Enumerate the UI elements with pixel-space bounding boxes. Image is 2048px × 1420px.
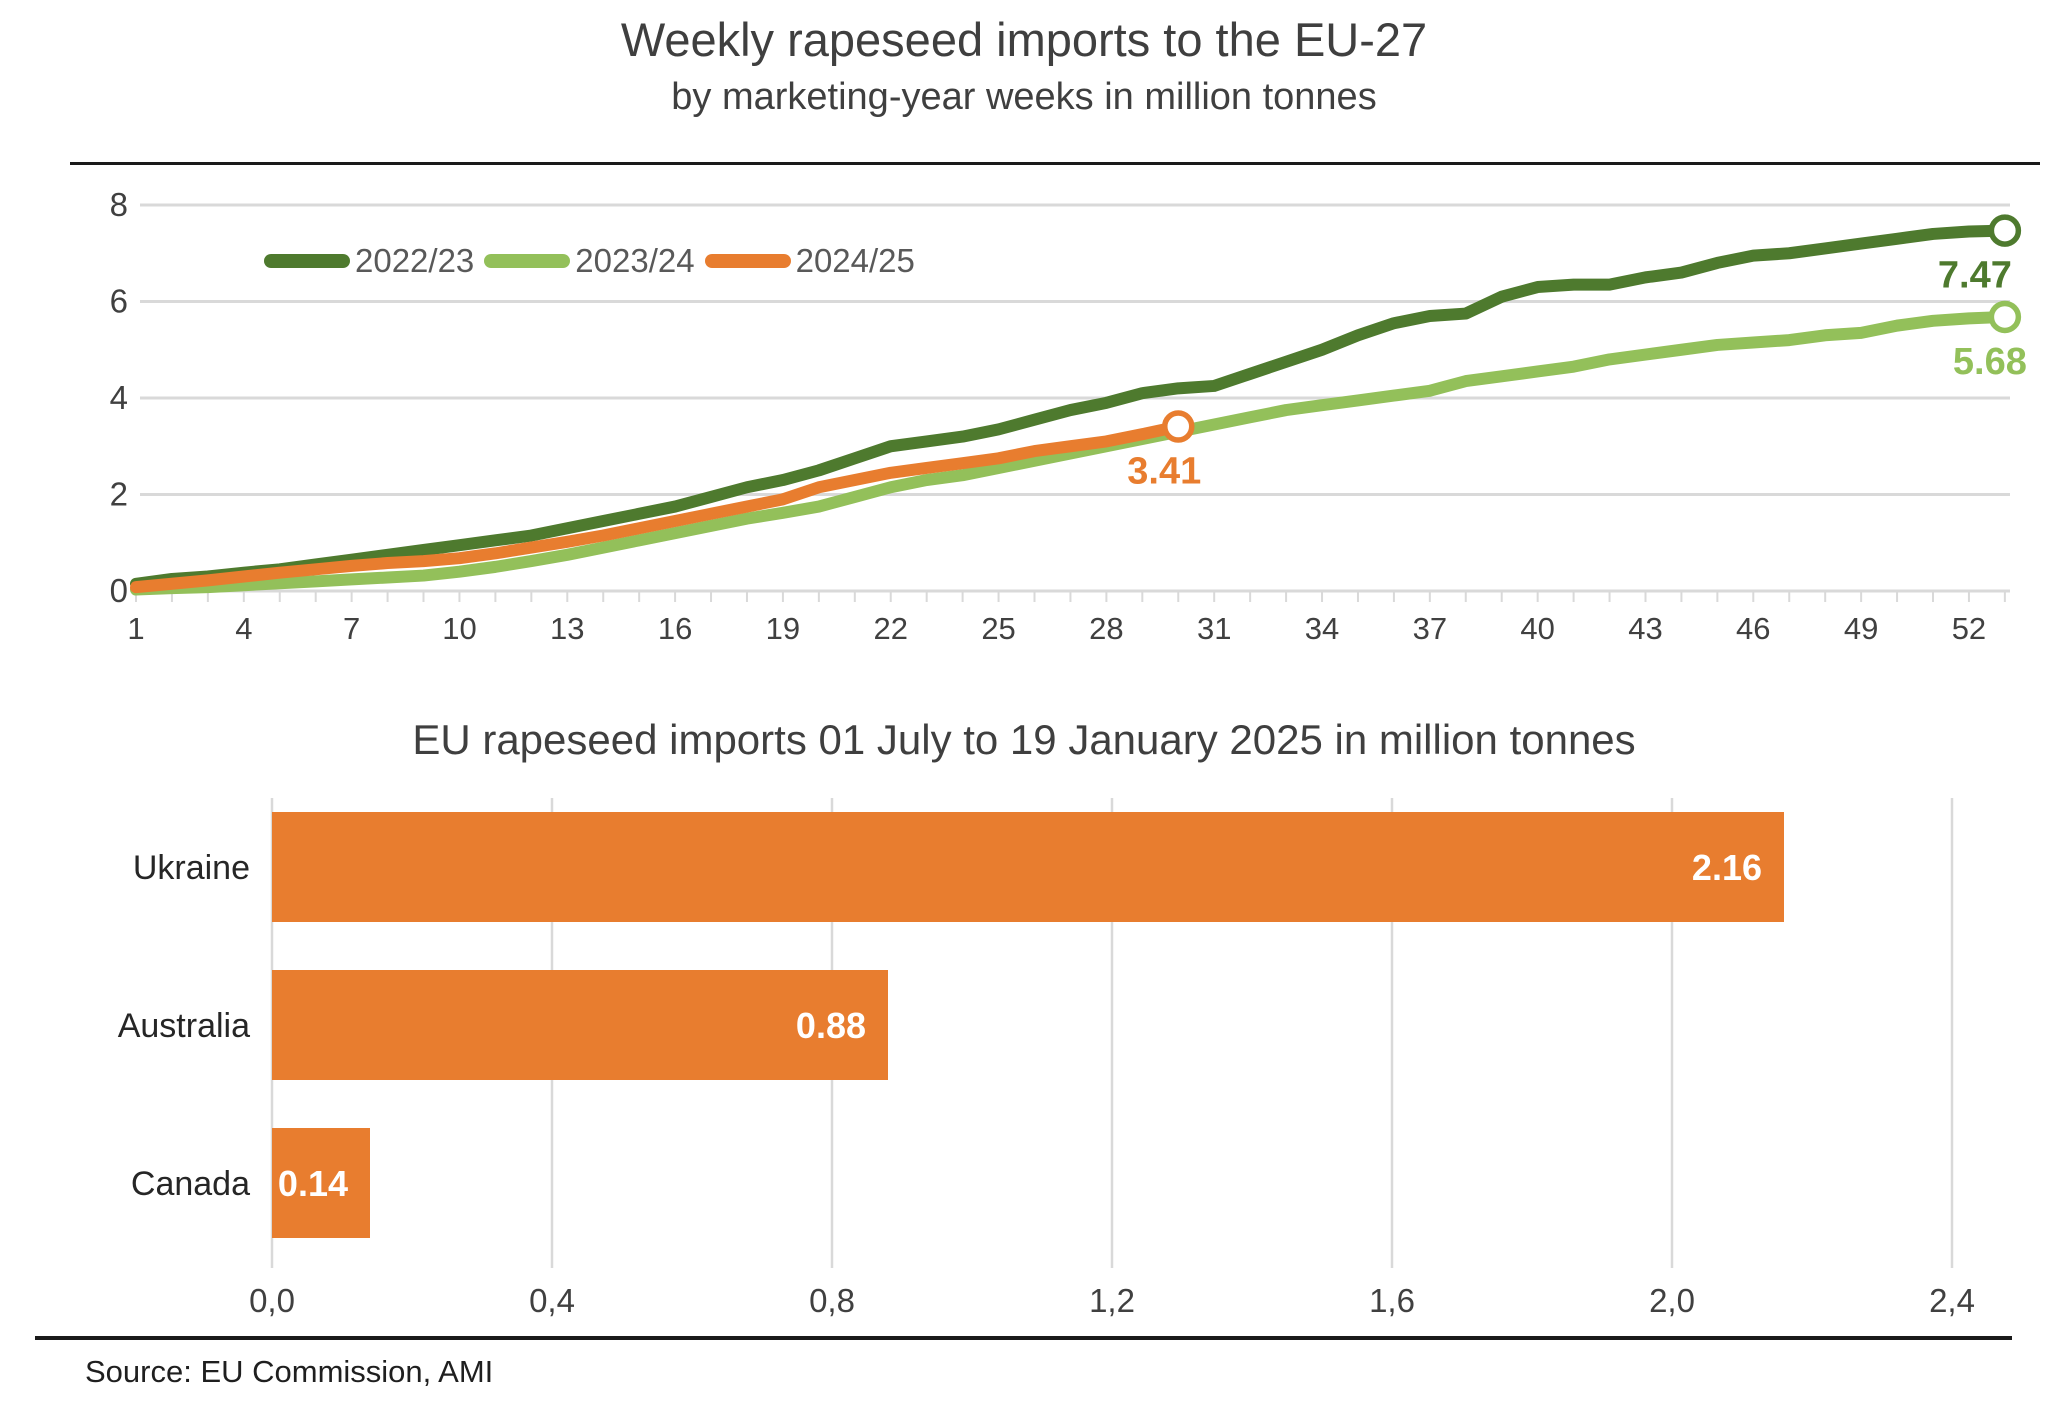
- category-label-ukraine: Ukraine: [133, 849, 250, 887]
- x-axis-label: 19: [766, 611, 800, 646]
- series-line-2022-23: [130, 224, 2011, 590]
- series-end-label-2024-25: 3.41: [1127, 450, 1201, 492]
- bottom-divider-line: [35, 1336, 2012, 1340]
- bar-chart-title: EU rapeseed imports 01 July to 19 Januar…: [412, 716, 1636, 763]
- x-axis-label: 28: [1089, 611, 1123, 646]
- x-axis-label: 31: [1197, 611, 1231, 646]
- series-end-marker-2022-23: [1988, 214, 2022, 247]
- x-axis-label: 0,0: [249, 1282, 295, 1319]
- x-axis-label: 49: [1844, 611, 1878, 646]
- legend-item-2022-23: 2022/23: [264, 244, 474, 277]
- x-axis-label: 0,4: [529, 1282, 575, 1319]
- x-axis-label: 7: [343, 611, 360, 646]
- category-label-australia: Australia: [118, 1007, 250, 1045]
- imports-by-origin-bar-chart: Ukraine 2.16 Australia 0.88 Canada 0.14 0,0 0,4…: [118, 798, 1975, 1319]
- x-axis-label: 1,6: [1369, 1282, 1415, 1319]
- legend-label-2024-25: 2024/25: [795, 242, 915, 279]
- category-label-canada: Canada: [131, 1165, 250, 1203]
- x-axis-label: 34: [1305, 611, 1339, 646]
- top-divider-line: [70, 162, 2040, 165]
- x-axis-label: 0,8: [809, 1282, 855, 1319]
- page-title: Weekly rapeseed imports to the EU-27: [620, 13, 1428, 66]
- x-axis-label: 40: [1520, 611, 1554, 646]
- page-subtitle: by marketing-year weeks in million tonne…: [671, 76, 1377, 118]
- x-axis-label: 25: [981, 611, 1015, 646]
- legend-swatch-2023-24: [484, 253, 571, 268]
- chart-legend: 2022/23 2023/24 2024/25: [264, 244, 915, 277]
- series-line-2023-24: [130, 310, 2011, 596]
- legend-label-2022-23: 2022/23: [355, 242, 475, 279]
- x-axis-label: 52: [1952, 611, 1986, 646]
- series-end-label-2023-24: 5.68: [1953, 341, 2027, 383]
- bar-value-label-ukraine: 2.16: [1692, 847, 1762, 888]
- x-axis-label: 1,2: [1089, 1282, 1135, 1319]
- legend-item-2023-24: 2023/24: [484, 242, 695, 279]
- legend-swatch-2022-23: [264, 253, 350, 268]
- x-axis-label: 43: [1628, 611, 1662, 646]
- y-axis-label: 2: [110, 476, 128, 513]
- bar-canada: [272, 1128, 370, 1238]
- x-axis-label: 10: [442, 611, 476, 646]
- y-axis-label: 8: [110, 186, 128, 223]
- legend-swatch-2024-25: [704, 253, 791, 268]
- x-axis-label: 22: [873, 611, 907, 646]
- x-axis-label: 16: [658, 611, 692, 646]
- legend-label-2023-24: 2023/24: [575, 242, 695, 279]
- x-axis-label: 1: [127, 611, 144, 646]
- bar-value-label-canada: 0.14: [278, 1163, 348, 1204]
- x-axis-label: 2,4: [1929, 1282, 1975, 1319]
- x-axis-label: 13: [550, 611, 584, 646]
- y-axis-label: 0: [110, 572, 128, 609]
- series-end-label-2022-23: 7.47: [1938, 255, 2012, 297]
- x-axis-label: 2,0: [1649, 1282, 1695, 1319]
- legend-item-2024-25: 2024/25: [704, 242, 915, 279]
- bar-australia: [272, 970, 888, 1080]
- bar-ukraine: [272, 812, 1784, 922]
- x-axis-label: 4: [235, 611, 252, 646]
- series-end-marker-2023-24: [1988, 300, 2022, 334]
- y-axis-label: 6: [110, 283, 128, 320]
- y-axis-label: 4: [110, 379, 128, 416]
- series-line-2024-25: [130, 420, 1185, 594]
- x-axis-label: 46: [1736, 611, 1770, 646]
- source-note: Source: EU Commission, AMI: [85, 1354, 494, 1389]
- series-end-marker-2024-25: [1162, 410, 1195, 443]
- bar-value-label-australia: 0.88: [796, 1005, 866, 1046]
- x-axis-label: 37: [1413, 611, 1447, 646]
